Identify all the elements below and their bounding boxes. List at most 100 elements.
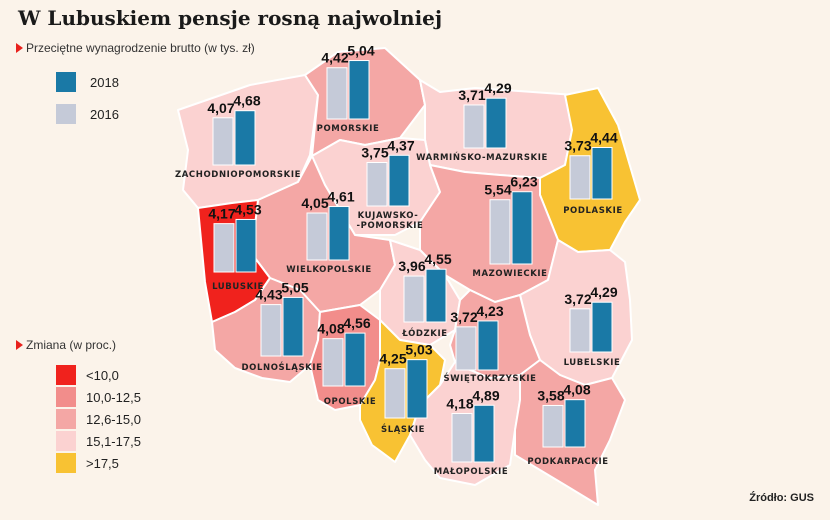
bar-2016-opolskie <box>322 338 344 387</box>
bar-2018-podkarpackie <box>564 399 586 448</box>
value-2018-malopolskie: 4,89 <box>472 387 499 403</box>
change-swatch-2 <box>56 387 76 407</box>
value-2016-mazowieckie: 5,54 <box>484 182 511 198</box>
bar-2018-malopolskie <box>473 404 495 463</box>
label-podlaskie: PODLASKIE <box>563 206 623 216</box>
value-2018-pomorskie: 5,04 <box>347 43 374 59</box>
value-2016-wielkopolskie: 4,05 <box>301 195 328 211</box>
bar-2016-lodzkie <box>403 275 425 323</box>
value-2016-pomorskie: 4,42 <box>321 50 348 66</box>
bar-2016-warminsko-mazurskie <box>463 104 485 149</box>
label-pomorskie: POMORSKIE <box>317 124 380 134</box>
change-label-2: 10,0-12,5 <box>86 390 141 405</box>
label-lodzkie: ŁÓDZKIE <box>401 327 447 339</box>
value-2016-lubelskie: 3,72 <box>564 291 591 307</box>
change-swatch-5 <box>56 453 76 473</box>
value-2016-lodzkie: 3,96 <box>398 258 425 274</box>
value-2016-zachodniopomorskie: 4,07 <box>207 100 234 116</box>
value-2018-lubuskie: 4,53 <box>234 201 261 217</box>
bar-2018-mazowieckie <box>511 191 533 265</box>
value-2018-slaskie: 5,03 <box>405 342 432 358</box>
value-2018-mazowieckie: 6,23 <box>510 174 537 190</box>
label-mazowieckie: MAZOWIECKIE <box>472 269 547 279</box>
value-2018-podlaskie: 4,44 <box>590 129 617 145</box>
value-2018-zachodniopomorskie: 4,68 <box>233 93 260 109</box>
label-podkarpackie: PODKARPACKIE <box>527 457 608 467</box>
label-lubuskie: LUBUSKIE <box>212 282 264 292</box>
bar-2016-pomorskie <box>326 67 348 120</box>
bar-2016-podkarpackie <box>542 404 564 448</box>
bar-2018-podlaskie <box>591 146 613 200</box>
value-2016-kujawsko-pomorskie: 3,75 <box>361 145 388 161</box>
bar-2018-dolnoslaskie <box>282 296 304 357</box>
bar-2018-wielkopolskie <box>328 206 350 261</box>
bar-2016-podlaskie <box>569 155 591 200</box>
bar-2018-opolskie <box>344 332 366 387</box>
bar-2016-kujawsko-pomorskie <box>366 162 388 207</box>
bar-2016-lubelskie <box>569 308 591 353</box>
label-lubelskie: LUBELSKIE <box>564 358 621 368</box>
value-2018-warminsko-mazurskie: 4,29 <box>484 80 511 96</box>
bar-2016-swietokrzyskie <box>455 326 477 371</box>
bar-2016-slaskie <box>384 368 406 419</box>
legend-label-2018: 2018 <box>90 75 119 90</box>
bar-2016-lubuskie <box>213 223 235 273</box>
value-2018-opolskie: 4,56 <box>343 315 370 331</box>
label-opolskie: OPOLSKIE <box>324 397 377 407</box>
bar-2016-zachodniopomorskie <box>212 117 234 166</box>
change-label-4: 15,1-17,5 <box>86 434 141 449</box>
change-swatch-4 <box>56 431 76 451</box>
label-zachodniopomorskie: ZACHODNIOPOMORSKIE <box>175 170 301 180</box>
bar-2018-slaskie <box>406 359 428 419</box>
label-malopolskie: MAŁOPOLSKIE <box>434 467 509 477</box>
legend-swatch-2016 <box>56 104 76 124</box>
label-swietokrzyskie: ŚWIĘTOKRZYSKIE <box>443 372 536 384</box>
label-kujawsko-pomorskie-2: -POMORSKIE <box>357 221 424 231</box>
value-2016-malopolskie: 4,18 <box>446 396 473 412</box>
value-2016-swietokrzyskie: 3,72 <box>450 309 477 325</box>
value-2016-lubuskie: 4,17 <box>208 206 235 222</box>
label-kujawsko-pomorskie: KUJAWSKO- <box>358 211 419 221</box>
change-swatch-3 <box>56 409 76 429</box>
value-2018-dolnoslaskie: 5,05 <box>281 279 308 295</box>
change-swatch-1 <box>56 365 76 385</box>
value-2018-lodzkie: 4,55 <box>424 251 451 267</box>
value-2018-swietokrzyskie: 4,23 <box>476 303 503 319</box>
label-wielkopolskie: WIELKOPOLSKIE <box>286 265 372 275</box>
value-2018-lubelskie: 4,29 <box>590 284 617 300</box>
change-label-1: <10,0 <box>86 368 119 383</box>
bar-2018-lubuskie <box>235 218 257 273</box>
bar-2018-warminsko-mazurskie <box>485 97 507 149</box>
bar-2018-pomorskie <box>348 60 370 120</box>
legend-label-2016: 2016 <box>90 107 119 122</box>
bar-2018-zachodniopomorskie <box>234 110 256 166</box>
label-dolnoslaskie: DOLNOŚLĄSKIE <box>241 361 322 373</box>
chart-subtitle: Przeciętne wynagrodzenie brutto (w tys. … <box>16 41 255 55</box>
legend-swatch-2018 <box>56 72 76 92</box>
bar-2016-dolnoslaskie <box>260 304 282 357</box>
value-2018-kujawsko-pomorskie: 4,37 <box>387 137 414 153</box>
value-2016-podlaskie: 3,73 <box>564 138 591 154</box>
bar-2018-lodzkie <box>425 268 447 323</box>
bar-2018-lubelskie <box>591 301 613 353</box>
bar-2016-mazowieckie <box>489 199 511 265</box>
change-label-3: 12,6-15,0 <box>86 412 141 427</box>
change-legend-title: Zmiana (w proc.) <box>16 338 116 352</box>
source-note: Źródło: GUS <box>749 492 814 504</box>
label-slaskie: ŚLĄSKIE <box>381 423 425 435</box>
value-2016-podkarpackie: 3,58 <box>537 387 564 403</box>
change-label-5: >17,5 <box>86 456 119 471</box>
value-2016-warminsko-mazurskie: 3,71 <box>458 87 485 103</box>
label-warminsko-mazurskie: WARMIŃSKO-MAZURSKIE <box>416 151 548 163</box>
value-2016-opolskie: 4,08 <box>317 321 344 337</box>
value-2018-podkarpackie: 4,08 <box>563 382 590 398</box>
value-2018-wielkopolskie: 4,61 <box>327 189 354 205</box>
value-2016-slaskie: 4,25 <box>379 351 406 367</box>
bar-2016-wielkopolskie <box>306 212 328 261</box>
bar-2018-kujawsko-pomorskie <box>388 154 410 207</box>
chart-title: W Lubuskiem pensje rosną najwolniej <box>18 6 443 30</box>
value-2016-dolnoslaskie: 4,43 <box>255 287 282 303</box>
bar-2018-swietokrzyskie <box>477 320 499 371</box>
bar-2016-malopolskie <box>451 413 473 463</box>
